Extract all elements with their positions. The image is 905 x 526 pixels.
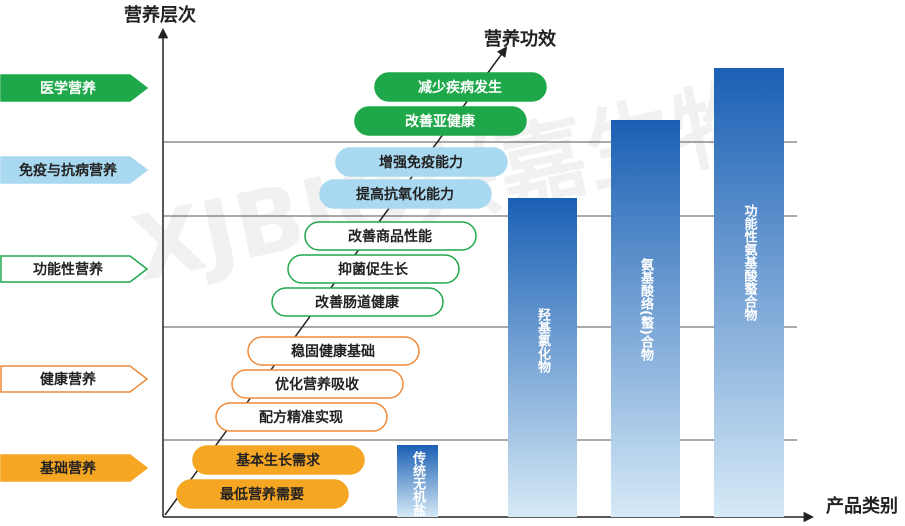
effect-pill xyxy=(176,479,349,509)
effect-label: 改善商品性能 xyxy=(348,228,432,245)
effect-label: 最低营养需要 xyxy=(220,486,304,503)
effect-pill xyxy=(192,445,365,475)
effect-label: 减少疾病发生 xyxy=(418,79,502,96)
level-label: 功能性营养 xyxy=(33,261,104,278)
effect-pill xyxy=(287,254,460,284)
level-tag xyxy=(0,74,149,102)
level-label: 基础营养 xyxy=(40,460,97,477)
effect-pill xyxy=(374,72,547,102)
effect-label: 改善肠道健康 xyxy=(315,294,400,311)
effect-label: 基本生长需求 xyxy=(236,452,321,469)
effect-pill xyxy=(319,179,492,209)
product-bar xyxy=(397,445,438,517)
effect-pill xyxy=(231,369,404,399)
product-label: 传统无机盐 xyxy=(410,450,427,517)
product-bar xyxy=(508,198,577,517)
effect-pill xyxy=(335,147,508,177)
effect-label: 稳固健康基础 xyxy=(291,343,375,360)
level-label: 健康营养 xyxy=(40,371,97,388)
product-label: 功能性氨基酸螯合物 xyxy=(742,204,759,322)
effect-label: 配方精准实现 xyxy=(259,409,343,426)
effect-pill xyxy=(354,106,527,136)
level-label: 医学营养 xyxy=(40,80,97,97)
effect-label: 增强免疫能力 xyxy=(379,154,463,171)
effect-pill xyxy=(247,336,420,366)
effect-pill xyxy=(215,402,388,432)
effect-label: 改善亚健康 xyxy=(405,113,476,130)
level-tag xyxy=(0,365,149,393)
product-bar xyxy=(714,68,784,517)
y-axis-title: 营养层次 xyxy=(124,4,196,26)
effect-pill xyxy=(271,287,444,317)
effect-pill xyxy=(304,221,477,251)
product-label: 氨基酸络(螯)合物 xyxy=(638,257,655,362)
x-axis-title: 产品类别 xyxy=(826,495,898,517)
level-label: 免疫与抗病营养 xyxy=(19,162,118,179)
diagonal-title: 营养功效 xyxy=(484,28,557,50)
level-tag xyxy=(0,454,149,482)
effect-label: 优化营养吸收 xyxy=(275,376,360,393)
level-tag xyxy=(0,156,149,184)
product-label: 羟基氯化物 xyxy=(535,307,552,374)
effect-label: 抑菌促生长 xyxy=(338,261,409,278)
level-tag xyxy=(0,255,149,283)
product-bar xyxy=(611,120,680,517)
separators xyxy=(163,141,797,441)
effect-label: 提高抗氧化能力 xyxy=(356,186,454,203)
